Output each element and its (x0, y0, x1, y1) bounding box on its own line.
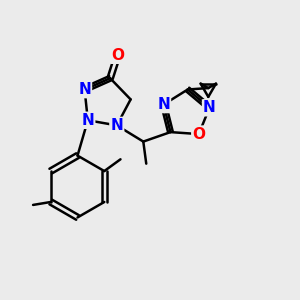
Text: N: N (110, 118, 123, 133)
Text: O: O (111, 48, 124, 63)
Text: O: O (192, 127, 205, 142)
Text: N: N (82, 113, 94, 128)
Text: N: N (203, 100, 216, 115)
Text: N: N (157, 97, 170, 112)
Text: N: N (78, 82, 91, 97)
